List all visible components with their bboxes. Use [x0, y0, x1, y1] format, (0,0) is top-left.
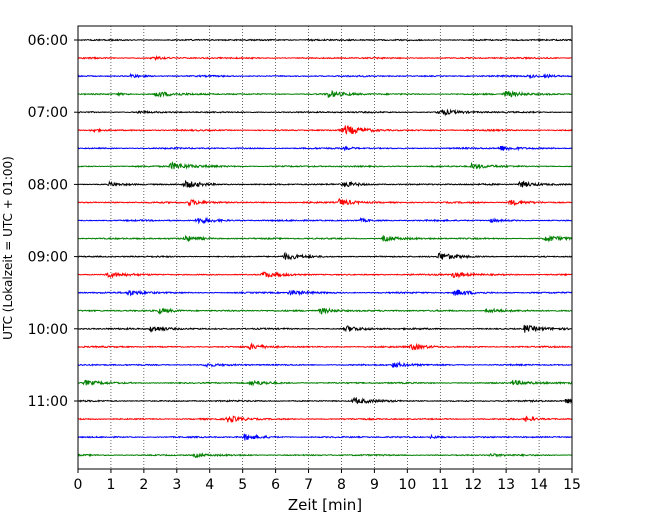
x-tick-label: 5 — [238, 477, 247, 493]
y-tick-label: 09:00 — [28, 250, 68, 266]
y-tick-label: 11:00 — [28, 394, 68, 410]
trace-line — [77, 145, 573, 152]
trace-line — [77, 289, 573, 297]
x-tick-label: 0 — [74, 477, 83, 493]
trace-line — [77, 160, 573, 170]
trace-line — [77, 452, 573, 459]
trace-line — [77, 38, 573, 42]
trace-line — [77, 307, 573, 315]
x-tick-label: 7 — [304, 477, 313, 493]
y-tick-label: 10:00 — [28, 322, 68, 338]
x-tick-label: 8 — [337, 477, 346, 493]
y-tick-label: 06:00 — [28, 33, 68, 49]
x-tick-label: 15 — [563, 477, 581, 493]
trace-line — [77, 342, 573, 351]
x-tick-label: 10 — [398, 477, 416, 493]
plot-frame — [77, 25, 573, 470]
trace-line — [77, 251, 573, 261]
trace-line — [77, 197, 573, 207]
x-tick-label: 2 — [139, 477, 148, 493]
y-axis: 06:00 07:00 08:00 09:00 10:00 11:00 — [28, 33, 78, 410]
trace-line — [77, 89, 573, 99]
trace-line — [77, 72, 573, 79]
y-axis-label: UTC (Lokalzeit = UTC + 01:00) — [1, 156, 15, 340]
trace-line — [77, 415, 573, 424]
y-tick-label: 07:00 — [28, 105, 68, 121]
x-tick-label: 12 — [464, 477, 482, 493]
trace-line — [77, 234, 573, 243]
trace-line — [77, 324, 573, 333]
x-tick-label: 13 — [497, 477, 515, 493]
x-axis: 0 1 2 3 4 5 6 7 8 9 10 11 12 13 14 15 — [74, 469, 581, 493]
x-tick-label: 3 — [172, 477, 181, 493]
x-tick-label: 14 — [530, 477, 548, 493]
seismogram-traces — [77, 38, 573, 459]
trace-line — [78, 108, 573, 117]
trace-line — [77, 271, 573, 279]
x-tick-label: 9 — [370, 477, 379, 493]
x-tick-label: 11 — [431, 477, 449, 493]
trace-line — [77, 54, 573, 62]
vertical-gridlines — [110, 26, 540, 469]
trace-line — [77, 396, 573, 405]
trace-line — [77, 125, 573, 135]
trace-line — [77, 179, 573, 188]
x-tick-label: 4 — [205, 477, 214, 493]
trace-line — [77, 379, 573, 387]
trace-line — [77, 216, 573, 225]
x-axis-label: Zeit [min] — [288, 496, 362, 514]
x-tick-label: 6 — [271, 477, 280, 493]
trace-line — [77, 360, 573, 369]
y-tick-label: 08:00 — [28, 177, 68, 193]
x-tick-label: 1 — [106, 477, 115, 493]
trace-line — [77, 433, 573, 441]
